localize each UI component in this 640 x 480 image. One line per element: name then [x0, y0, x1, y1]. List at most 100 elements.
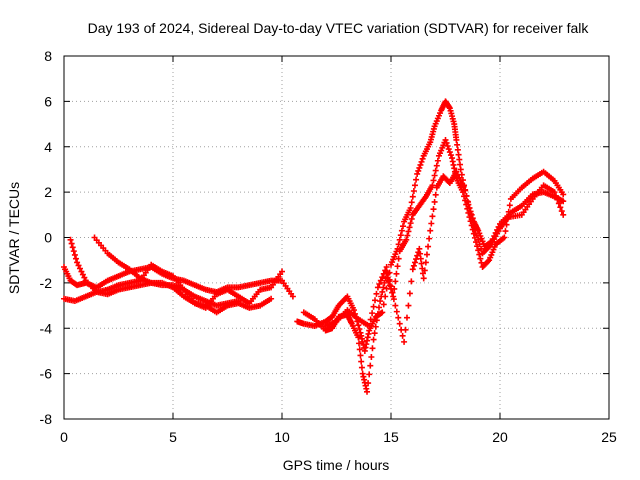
data-point [433, 162, 440, 169]
data-point [506, 202, 513, 209]
data-point [420, 275, 427, 282]
y-tick-label: -4 [40, 320, 53, 336]
data-point [460, 183, 467, 190]
data-marks [61, 98, 567, 395]
data-point [444, 142, 451, 149]
data-point [372, 323, 379, 330]
data-point [378, 293, 385, 300]
data-point [368, 353, 375, 360]
y-tick-label: 0 [44, 230, 52, 246]
data-point [289, 293, 296, 300]
data-point [379, 288, 386, 295]
data-point [399, 332, 406, 339]
data-point [443, 139, 450, 146]
data-point [425, 243, 432, 250]
data-point [364, 388, 371, 395]
x-tick-label: 0 [60, 429, 68, 445]
data-point [374, 310, 381, 317]
data-point [389, 289, 396, 296]
data-point [466, 214, 473, 221]
data-point [380, 284, 387, 291]
data-point [68, 240, 75, 247]
data-point [356, 340, 363, 347]
data-point [396, 236, 403, 243]
data-point [463, 192, 470, 199]
data-point [386, 282, 393, 289]
data-point [357, 352, 364, 359]
data-point [475, 236, 482, 243]
data-point [560, 211, 567, 218]
data-point [505, 208, 512, 215]
data-point [390, 296, 397, 303]
data-point [457, 166, 464, 173]
data-point [423, 251, 430, 258]
data-point [415, 167, 422, 174]
data-point [560, 191, 567, 198]
data-point [404, 232, 411, 239]
data-point [409, 193, 416, 200]
grid [64, 56, 609, 419]
data-point [388, 283, 394, 290]
data-point [399, 223, 406, 230]
data-point [377, 298, 384, 305]
data-point [386, 276, 393, 283]
data-point [414, 170, 421, 177]
y-tick-label: -8 [40, 411, 53, 427]
data-point [381, 279, 388, 286]
data-point [81, 274, 88, 281]
data-point [376, 281, 383, 288]
y-tick-label: 6 [44, 93, 52, 109]
data-point [419, 155, 426, 162]
data-point [69, 244, 76, 251]
data-point [417, 161, 424, 168]
data-point [465, 198, 472, 205]
data-point [79, 271, 86, 278]
data-point [430, 177, 437, 184]
data-point [421, 267, 428, 274]
data-point [395, 241, 402, 248]
x-tick-label: 20 [492, 429, 508, 445]
data-point [477, 255, 484, 262]
data-point [394, 263, 401, 270]
data-point [367, 316, 374, 323]
series-track-g [322, 168, 567, 345]
y-tick-label: -2 [40, 275, 53, 291]
data-point [371, 330, 378, 337]
data-point [385, 270, 392, 277]
chart-title: Day 193 of 2024, Sidereal Day-to-day VTE… [88, 20, 590, 36]
x-tick-label: 5 [169, 429, 177, 445]
data-point [432, 191, 439, 198]
data-point [406, 290, 413, 297]
y-tick-label: -6 [40, 366, 53, 382]
x-tick-label: 15 [383, 429, 399, 445]
data-point [367, 362, 374, 369]
data-point [555, 200, 562, 207]
y-tick-label: 4 [44, 139, 52, 155]
data-point [398, 227, 405, 234]
data-point [356, 326, 363, 333]
data-point [454, 171, 461, 178]
data-point [431, 172, 438, 179]
data-point [429, 182, 436, 189]
data-point [557, 204, 564, 211]
data-point [402, 326, 409, 333]
data-point [457, 177, 464, 184]
data-point [428, 220, 435, 227]
data-point [395, 314, 402, 321]
data-point [369, 345, 376, 352]
data-point [430, 206, 437, 213]
series-track-f [300, 136, 567, 395]
data-point [469, 217, 476, 224]
data-point [356, 346, 363, 353]
data-point [456, 174, 463, 181]
data-point [383, 263, 390, 270]
data-point [408, 199, 415, 206]
data-point [75, 262, 82, 269]
data-point [397, 232, 404, 239]
series-track-b [67, 236, 285, 311]
x-tick-label: 10 [274, 429, 290, 445]
data-point [416, 164, 423, 171]
data-point [554, 196, 561, 203]
data-point [71, 251, 78, 258]
